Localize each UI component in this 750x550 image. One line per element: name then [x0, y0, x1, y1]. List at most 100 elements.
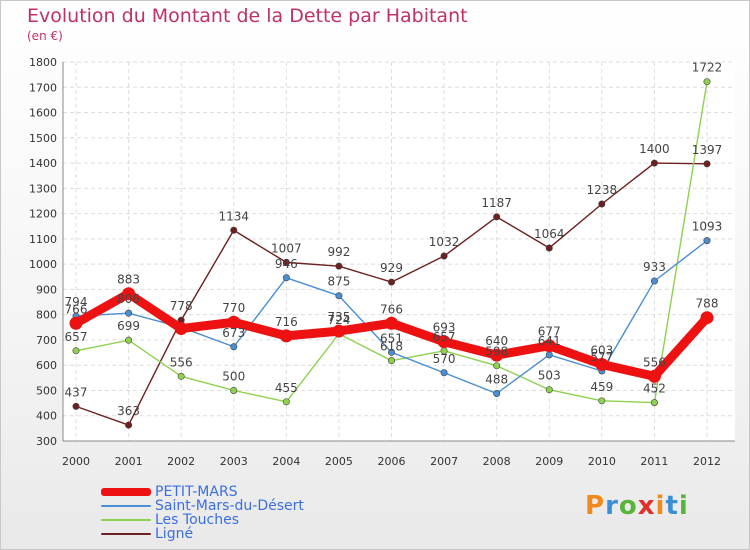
- y-tick-label: 400: [36, 410, 57, 423]
- y-tick-label: 1200: [29, 208, 57, 221]
- x-tick-label: 2005: [325, 455, 353, 468]
- logo-letter: x: [637, 491, 656, 521]
- x-tick-label: 2006: [378, 455, 406, 468]
- data-point: [595, 357, 609, 371]
- data-label: 1722: [692, 61, 723, 75]
- data-point: [387, 278, 395, 286]
- data-label: 724: [327, 313, 350, 327]
- data-label: 459: [590, 380, 613, 394]
- x-tick-label: 2001: [115, 455, 143, 468]
- y-tick-label: 1100: [29, 233, 57, 246]
- data-point: [282, 398, 290, 406]
- x-tick-label: 2002: [167, 455, 195, 468]
- data-label: 778: [170, 299, 193, 313]
- data-label: 875: [327, 275, 350, 289]
- logo-letter: i: [655, 491, 666, 521]
- data-point: [125, 336, 133, 344]
- x-tick-label: 2008: [483, 455, 511, 468]
- data-label: 603: [590, 343, 613, 357]
- data-label: 770: [222, 301, 245, 315]
- data-label: 693: [433, 321, 456, 335]
- logo-letter: o: [618, 491, 638, 521]
- data-label: 1134: [218, 209, 249, 223]
- data-point: [650, 399, 658, 407]
- data-point: [703, 237, 711, 245]
- data-point: [700, 311, 714, 325]
- data-point: [385, 316, 398, 330]
- y-tick-label: 1600: [29, 107, 57, 120]
- data-label: 883: [117, 273, 140, 287]
- data-point: [335, 292, 343, 300]
- y-tick-label: 1000: [29, 258, 57, 271]
- data-label: 946: [275, 257, 298, 271]
- legend-label: Ligné: [155, 526, 194, 542]
- data-label: 766: [65, 302, 88, 316]
- data-label: 1187: [481, 196, 512, 210]
- data-label: 437: [65, 385, 88, 399]
- data-point: [598, 397, 606, 405]
- y-tick-label: 1300: [29, 182, 57, 195]
- y-tick-label: 900: [36, 283, 57, 296]
- data-label: 488: [485, 372, 508, 386]
- data-point: [335, 262, 343, 270]
- x-tick-label: 2012: [693, 455, 721, 468]
- data-point: [598, 200, 606, 208]
- chart-legend: PETIT-MARS Saint-Mars-du-Désert Les Touc…: [101, 485, 304, 541]
- data-point: [125, 421, 133, 429]
- data-label: 677: [538, 325, 561, 339]
- data-point: [69, 316, 83, 330]
- data-label: 716: [275, 315, 298, 329]
- data-point: [493, 213, 501, 221]
- data-label: 455: [275, 381, 298, 395]
- y-tick-label: 500: [36, 384, 57, 397]
- chart-title: Evolution du Montant de la Dette par Hab…: [27, 5, 468, 27]
- data-label: 992: [327, 245, 350, 259]
- data-label: 806: [117, 292, 140, 306]
- data-point: [440, 369, 448, 377]
- legend-label: Saint-Mars-du-Désert: [155, 498, 304, 514]
- data-label: 929: [380, 261, 403, 275]
- data-point: [230, 343, 238, 351]
- logo-letter: i: [678, 491, 689, 521]
- data-label: 735: [327, 310, 350, 324]
- legend-item: Saint-Mars-du-Désert: [101, 499, 304, 513]
- data-label: 570: [433, 352, 456, 366]
- data-label: 500: [222, 369, 245, 383]
- data-label: 1397: [692, 143, 723, 157]
- data-point: [647, 369, 661, 383]
- data-label: 577: [590, 350, 613, 364]
- legend-swatch-les-touches: [101, 519, 151, 521]
- x-tick-label: 2007: [430, 455, 458, 468]
- data-label: 651: [380, 331, 403, 345]
- data-point: [125, 309, 133, 317]
- data-point: [72, 402, 80, 410]
- data-point: [230, 386, 238, 394]
- data-label: 766: [380, 302, 403, 316]
- data-point: [703, 160, 711, 168]
- data-label: 618: [380, 340, 403, 354]
- data-point: [279, 329, 293, 343]
- legend-swatch-ligne: [101, 533, 151, 535]
- y-tick-label: 1500: [29, 132, 57, 145]
- data-label: 556: [643, 355, 666, 369]
- legend-label: PETIT-MARS: [155, 484, 238, 500]
- data-point: [493, 362, 501, 370]
- x-tick-label: 2011: [640, 455, 668, 468]
- logo-letter: r: [605, 491, 619, 521]
- data-point: [387, 348, 395, 356]
- data-point: [650, 277, 658, 285]
- data-label: 1007: [271, 241, 302, 255]
- chart-subtitle: (en €): [27, 29, 63, 43]
- x-tick-label: 2000: [62, 455, 90, 468]
- data-point: [282, 258, 290, 266]
- x-tick-label: 2010: [588, 455, 616, 468]
- legend-swatch-petit-mars: [101, 488, 151, 496]
- data-point: [387, 357, 395, 365]
- y-tick-label: 800: [36, 309, 57, 322]
- data-point: [440, 252, 448, 260]
- legend-item: PETIT-MARS: [101, 485, 304, 499]
- data-point: [703, 78, 711, 86]
- y-tick-label: 300: [36, 435, 57, 448]
- data-point: [490, 348, 504, 362]
